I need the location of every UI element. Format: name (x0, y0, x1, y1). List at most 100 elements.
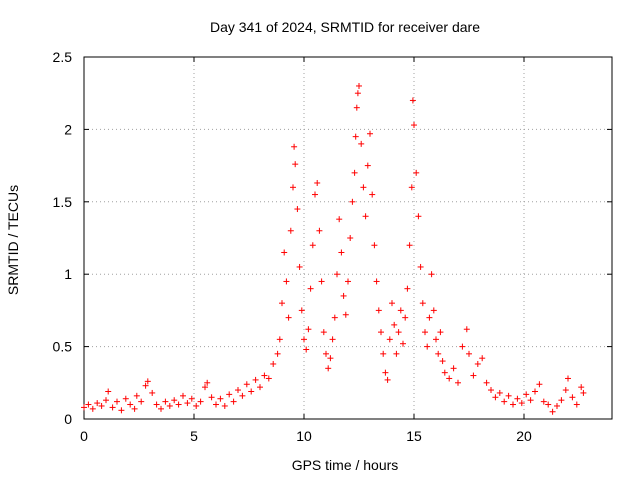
y-axis-label: SRMTID / TECUs (5, 185, 21, 295)
data-point (488, 387, 494, 394)
data-point (336, 216, 343, 223)
data-point (89, 405, 96, 412)
data-point (356, 82, 362, 89)
data-point (470, 372, 477, 379)
data-point (459, 343, 466, 350)
plot-area-frame (83, 56, 613, 420)
data-point (369, 191, 376, 198)
data-point (510, 401, 516, 408)
data-point (221, 402, 228, 409)
data-point (402, 314, 409, 321)
data-point (386, 336, 393, 343)
data-point (373, 278, 380, 285)
data-point (463, 326, 470, 333)
data-point (338, 249, 345, 256)
y-axis-ticks: 0 0.5 1 1.5 2 2.5 (53, 49, 612, 427)
data-point (281, 249, 288, 256)
data-point (248, 388, 255, 395)
data-point (287, 227, 294, 234)
data-point (193, 402, 200, 409)
data-point (353, 104, 360, 111)
data-point (331, 314, 338, 321)
data-point (569, 394, 576, 401)
data-point (296, 263, 303, 270)
data-point (98, 402, 105, 409)
data-point (413, 169, 420, 176)
data-point (144, 378, 151, 385)
data-point (217, 395, 224, 402)
data-point (188, 395, 195, 402)
data-point (142, 382, 149, 389)
data-point (184, 400, 191, 407)
data-point (340, 292, 347, 299)
data-point (118, 407, 125, 414)
data-point (202, 384, 208, 391)
x-tick-label: 5 (190, 428, 198, 444)
chart-title: Day 341 of 2024, SRMTID for receiver dar… (210, 19, 480, 35)
data-point (364, 162, 371, 169)
data-point (285, 314, 292, 321)
data-point (378, 329, 384, 336)
data-point (562, 387, 569, 394)
data-point (298, 307, 305, 314)
y-tick-label: 1.5 (53, 194, 73, 210)
data-point (175, 401, 182, 408)
data-point (441, 369, 448, 376)
data-point (320, 329, 327, 336)
data-point (400, 340, 406, 347)
data-point (505, 392, 512, 399)
data-point (316, 227, 323, 234)
grid-lines (84, 57, 612, 419)
data-point (371, 242, 378, 249)
data-point (307, 285, 314, 292)
data-point (523, 391, 530, 398)
data-point (393, 350, 400, 357)
data-point (279, 300, 285, 307)
data-point (261, 372, 268, 379)
data-point (166, 402, 173, 409)
data-point (492, 394, 499, 401)
data-point (180, 392, 186, 399)
data-point (274, 350, 281, 357)
data-point (578, 384, 585, 391)
data-point (474, 360, 481, 367)
data-point (314, 179, 321, 186)
data-point (545, 401, 552, 408)
data-point (417, 263, 424, 270)
data-point (404, 285, 411, 292)
data-point (408, 184, 415, 191)
data-point (573, 401, 580, 408)
data-point (430, 307, 437, 314)
data-point (362, 213, 369, 220)
data-point (415, 213, 422, 220)
data-point (352, 133, 359, 140)
data-point (354, 90, 361, 97)
data-point (433, 336, 439, 343)
data-point (230, 398, 237, 405)
data-point (305, 326, 312, 333)
data-point (580, 389, 587, 396)
data-point (554, 402, 560, 409)
data-point (395, 329, 402, 336)
data-point (367, 130, 373, 137)
data-point (345, 278, 351, 285)
data-point (257, 384, 263, 391)
data-point (455, 379, 461, 386)
data-point (103, 397, 109, 404)
data-point (158, 405, 164, 412)
data-point (382, 369, 389, 376)
data-point (360, 184, 367, 191)
data-point (127, 401, 134, 408)
data-point (501, 398, 508, 405)
data-point (439, 358, 446, 365)
y-tick-label: 0.5 (53, 339, 73, 355)
data-point (213, 401, 219, 408)
data-point (292, 161, 299, 168)
data-point (389, 300, 395, 307)
data-point (419, 300, 426, 307)
data-point (283, 278, 290, 285)
data-point (318, 278, 325, 285)
data-point (114, 398, 120, 405)
data-point (540, 398, 547, 405)
